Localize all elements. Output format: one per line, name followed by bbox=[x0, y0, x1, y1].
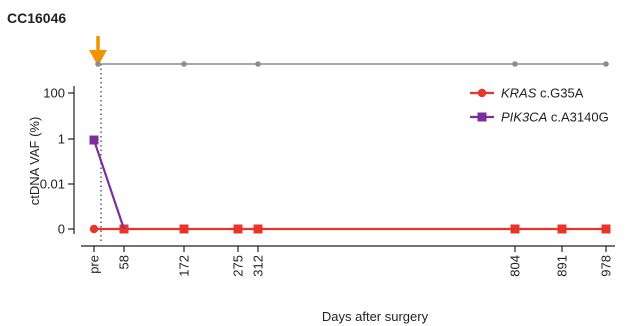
series-point-PIK3CA-pre bbox=[89, 135, 99, 145]
y-tick-label-0: 0 bbox=[58, 222, 65, 237]
y-tick-label-1: 1 bbox=[58, 132, 65, 147]
legend-marker-KRAS bbox=[477, 88, 487, 98]
timeline-point-172 bbox=[181, 61, 187, 67]
y-tick-label-100: 100 bbox=[43, 86, 65, 101]
x-tick-label-172: 172 bbox=[177, 255, 192, 277]
timeline-point-978 bbox=[603, 61, 609, 67]
series-point-KRAS-pre bbox=[89, 224, 99, 234]
series-point-KRAS-312 bbox=[253, 224, 263, 234]
y-axis-label: ctDNA VAF (%) bbox=[27, 117, 42, 206]
legend-label-PIK3CA: PIK3CA c.A3140G bbox=[501, 110, 609, 125]
timeline-point-pre bbox=[95, 61, 101, 67]
x-tick-label-312: 312 bbox=[251, 255, 266, 277]
series-point-KRAS-172 bbox=[179, 224, 189, 234]
timeline-point-804 bbox=[512, 61, 518, 67]
x-tick-label-275: 275 bbox=[231, 255, 246, 277]
legend-marker-PIK3CA bbox=[477, 112, 487, 122]
plot-area: 100 1 0.01 0 pre 58 172 275 312 804 891 978 KRAS c.G… bbox=[40, 36, 615, 277]
timeline-point-312 bbox=[255, 61, 261, 67]
series-point-KRAS-275 bbox=[233, 224, 243, 234]
x-tick-label-804: 804 bbox=[508, 255, 523, 277]
chart-title: CC16046 bbox=[7, 10, 66, 26]
series-point-KRAS-978 bbox=[601, 224, 611, 234]
x-tick-label-pre: pre bbox=[87, 255, 102, 274]
legend-label-KRAS: KRAS c.G35A bbox=[501, 86, 584, 101]
x-axis-label: Days after surgery bbox=[322, 309, 429, 324]
series-point-KRAS-891 bbox=[557, 224, 567, 234]
x-tick-label-978: 978 bbox=[599, 255, 614, 277]
series-line-PIK3CA bbox=[92, 139, 126, 230]
surgery-arrow-head bbox=[89, 50, 107, 66]
series-point-KRAS-804 bbox=[510, 224, 520, 234]
x-tick-label-891: 891 bbox=[555, 255, 570, 277]
y-tick-label-0.01: 0.01 bbox=[40, 177, 65, 192]
x-tick-label-58: 58 bbox=[117, 255, 132, 269]
